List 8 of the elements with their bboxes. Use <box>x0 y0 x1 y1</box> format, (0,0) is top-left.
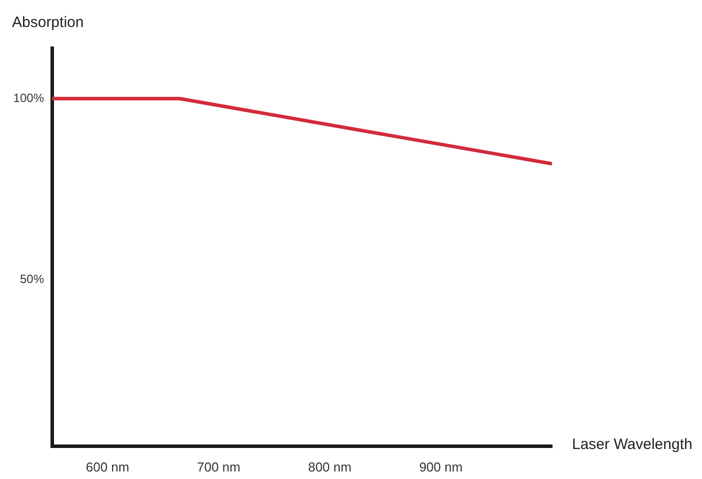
x-tick-label: 600 nm <box>86 459 130 474</box>
x-axis-title: Laser Wavelength <box>572 436 692 454</box>
y-tick-label: 100% <box>13 90 44 105</box>
x-tick-label: 900 nm <box>419 459 463 474</box>
y-axis-title: Absorption <box>12 14 84 32</box>
x-tick-label: 700 nm <box>196 459 240 474</box>
y-tick-label: 50% <box>20 272 44 286</box>
x-tick-label: 800 nm <box>308 459 352 474</box>
